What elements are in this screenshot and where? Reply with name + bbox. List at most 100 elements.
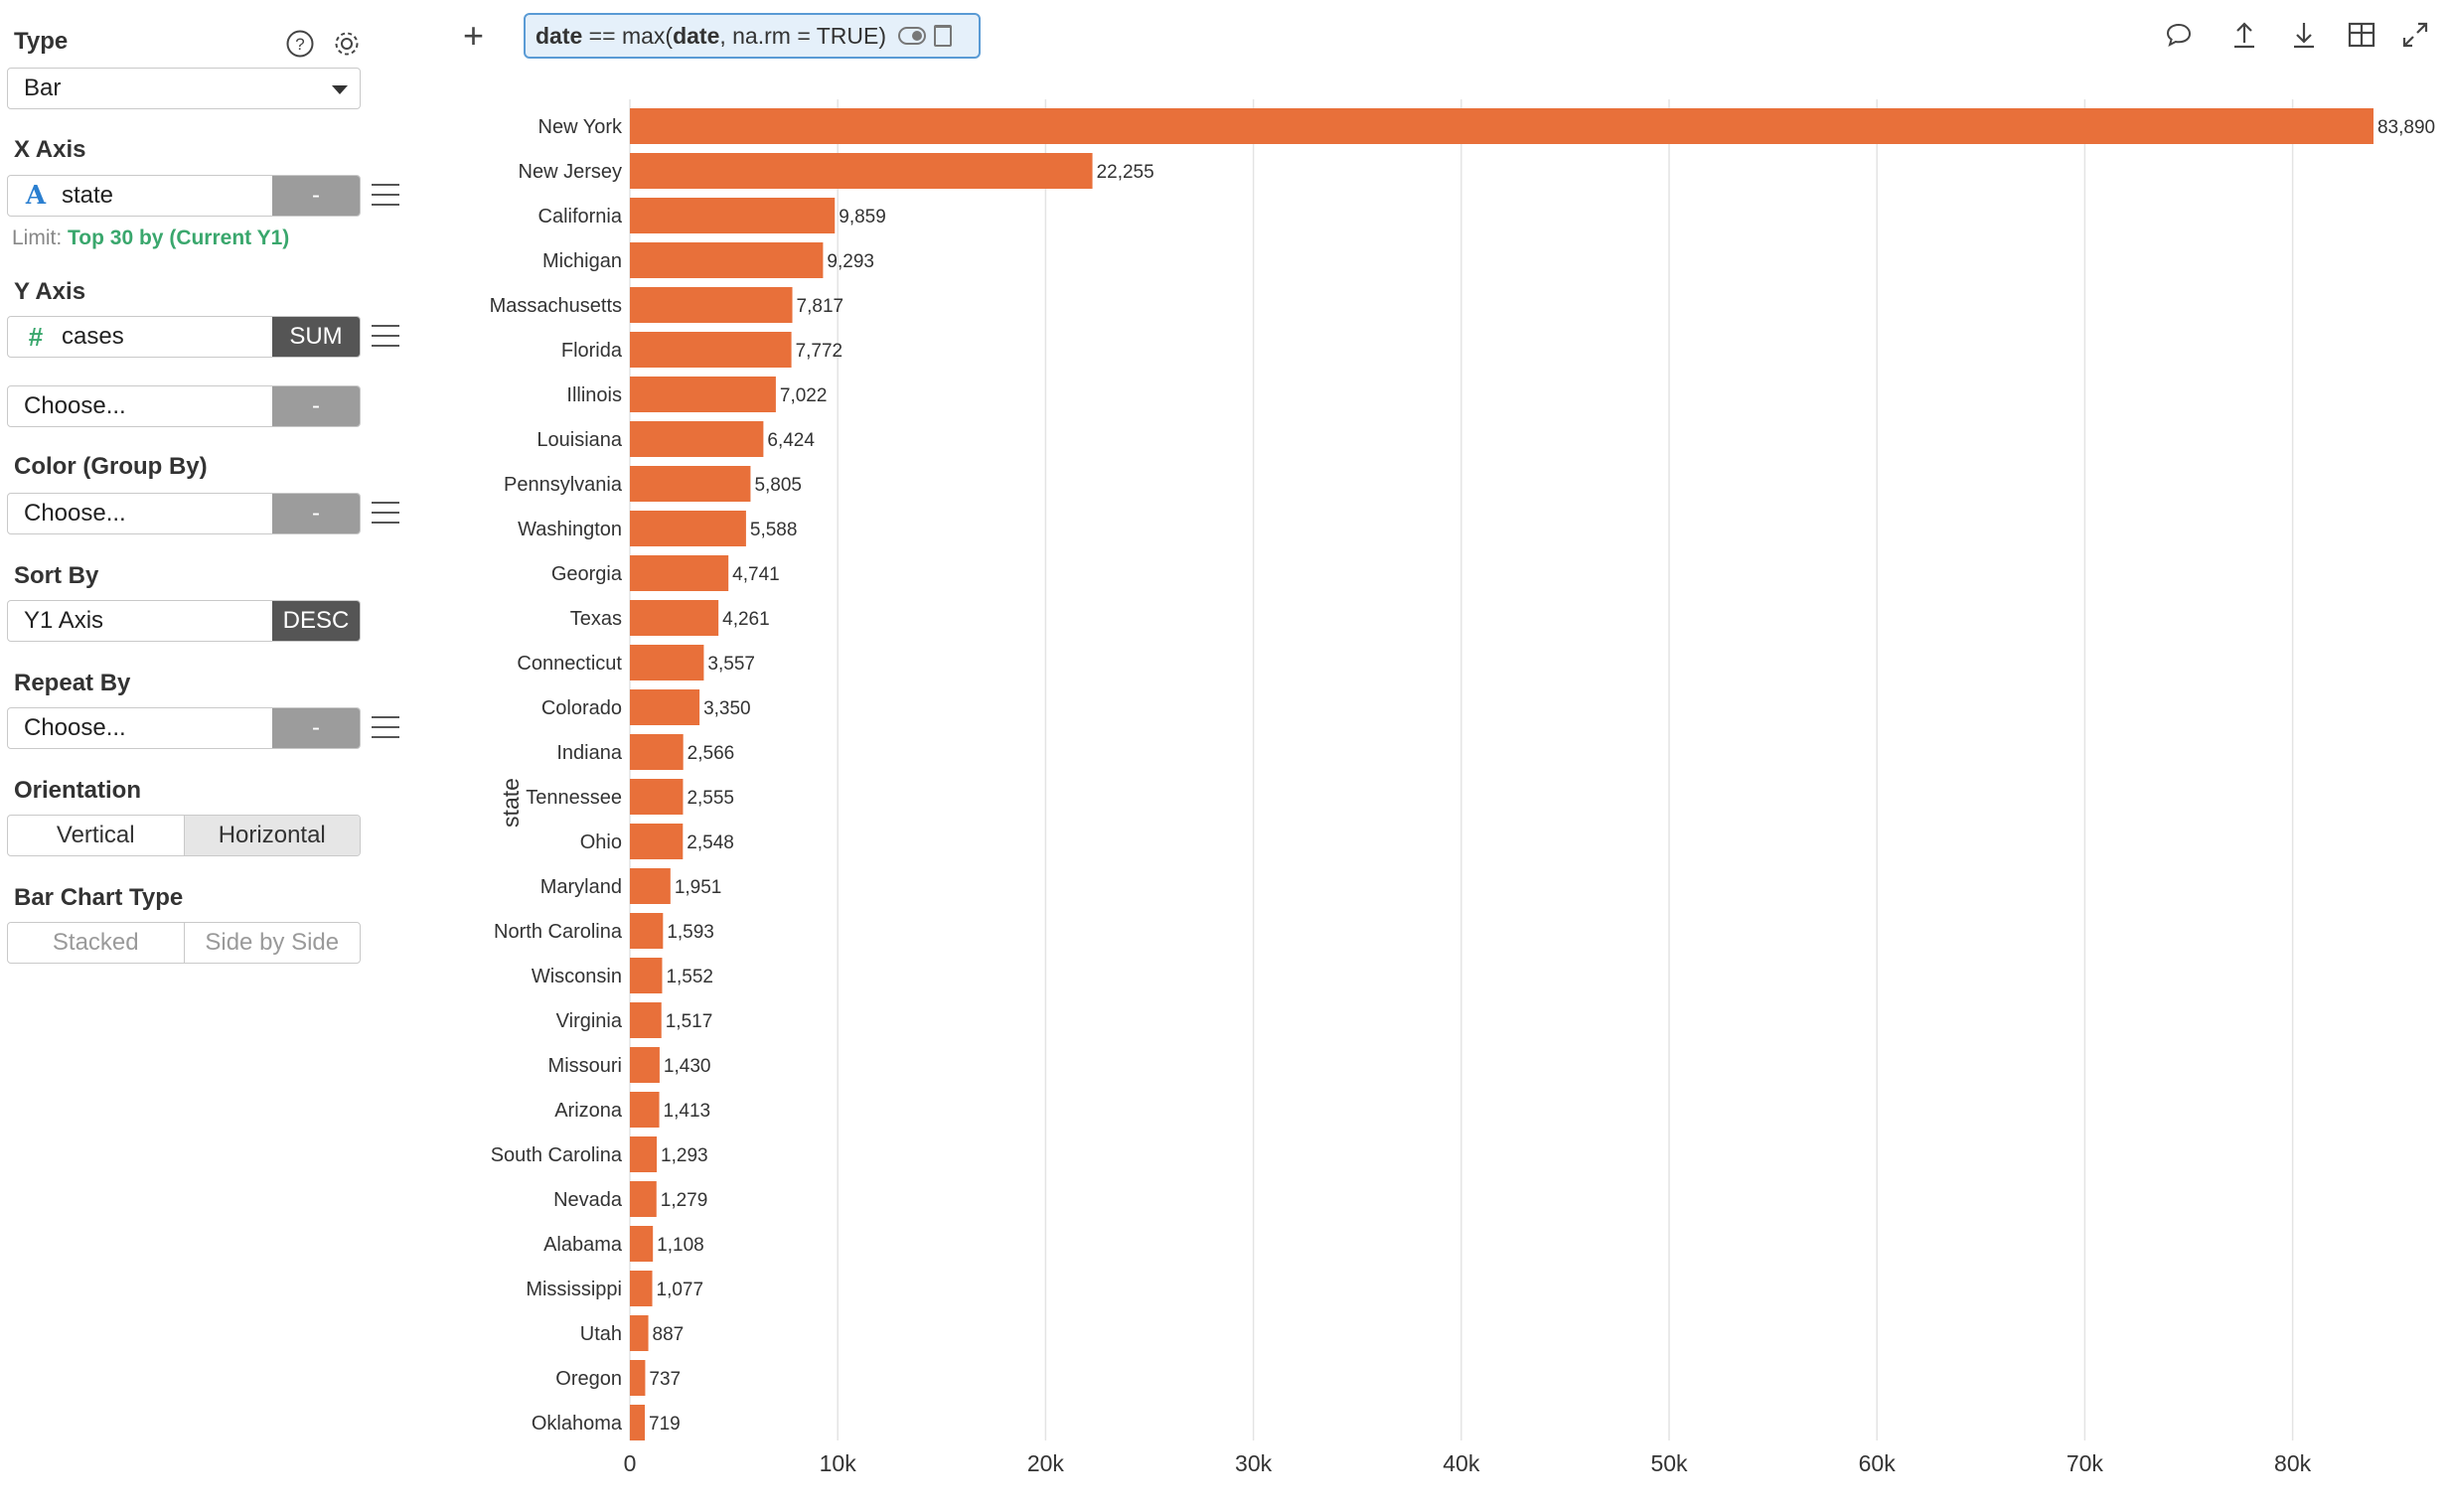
sort-field[interactable]: Y1 Axis DESC [7,600,361,642]
value-label: 1,413 [664,1101,711,1122]
value-label: 1,593 [667,922,714,943]
bar-type-side-by-side-button[interactable]: Side by Side [183,923,361,963]
filter-chip[interactable]: date == max(date, na.rm = TRUE) [524,13,981,59]
text-type-icon: A [25,181,47,211]
download-icon[interactable] [2287,18,2321,52]
y-axis-aggregation-button[interactable]: SUM [272,317,360,357]
y-axis-menu-icon[interactable] [372,325,399,347]
value-label: 2,566 [688,743,735,764]
bar[interactable] [630,1002,662,1038]
bar[interactable] [630,421,764,457]
color-title: Color (Group By) [14,453,208,480]
export-icon[interactable] [2227,18,2261,52]
bar[interactable] [630,287,793,323]
x-tick-label: 20k [1027,1450,1065,1476]
value-label: 3,350 [703,698,751,719]
category-label: Maryland [540,876,622,898]
bar[interactable] [630,1360,646,1396]
bar[interactable] [630,1181,657,1217]
sort-order-button[interactable]: DESC [272,601,360,641]
y2-axis-option-button[interactable]: - [272,386,360,426]
help-icon[interactable]: ? [285,29,315,59]
sort-field-name: Y1 Axis [24,607,104,634]
y-axis-field[interactable]: # cases SUM [7,316,361,358]
add-filter-button[interactable]: + [463,15,485,56]
bar[interactable] [630,1226,654,1262]
bar-type-stacked-button[interactable]: Stacked [52,929,139,956]
category-label: Oklahoma [532,1413,623,1435]
color-option-button[interactable]: - [272,494,360,533]
value-label: 9,859 [839,207,886,227]
bar[interactable] [630,1092,660,1128]
bar[interactable] [630,1047,660,1083]
category-label: North Carolina [494,921,623,943]
x-axis-option-button[interactable]: - [272,176,360,216]
bar[interactable] [630,689,700,725]
type-title: Type [14,28,69,55]
category-label: Illinois [566,384,622,406]
bar[interactable] [630,645,704,680]
bar[interactable] [630,332,792,368]
bar[interactable] [630,511,746,546]
bar[interactable] [630,377,776,412]
bar[interactable] [630,466,751,502]
bar[interactable] [630,242,824,278]
repeat-option-button[interactable]: - [272,708,360,748]
bar[interactable] [630,1271,653,1306]
filter-op: == max( [582,22,674,49]
category-label: Indiana [556,742,622,764]
value-label: 1,293 [661,1145,708,1166]
repeat-choose: Choose... [24,714,126,741]
bar[interactable] [630,734,684,770]
orientation-horizontal-button[interactable]: Horizontal [183,816,360,855]
bar[interactable] [630,555,729,591]
color-field[interactable]: Choose... - [7,493,361,534]
y2-axis-choose: Choose... [24,392,126,419]
trash-icon[interactable] [934,25,952,47]
x-tick-label: 80k [2274,1450,2312,1476]
comment-icon[interactable] [2162,18,2196,52]
table-icon[interactable] [2345,18,2378,52]
repeat-field[interactable]: Choose... - [7,707,361,749]
filter-toggle-icon[interactable] [898,27,926,45]
category-label: Utah [580,1323,622,1345]
bar[interactable] [630,1136,658,1172]
x-tick-label: 0 [624,1450,637,1476]
bar[interactable] [630,913,664,949]
limit-value[interactable]: Top 30 by (Current Y1) [68,227,290,249]
gear-icon[interactable] [332,29,362,59]
bar[interactable] [630,868,671,904]
bar[interactable] [630,198,836,233]
bar[interactable] [630,1315,649,1351]
bar[interactable] [630,1405,646,1440]
bar[interactable] [630,153,1093,189]
color-menu-icon[interactable] [372,502,399,524]
category-label: Wisconsin [532,966,622,987]
category-label: New York [538,116,623,138]
bar[interactable] [630,824,684,859]
category-label: New Jersey [519,161,622,183]
value-label: 2,555 [687,788,734,809]
bar-chart-type-title: Bar Chart Type [14,884,184,911]
bar[interactable] [630,779,684,815]
orientation-vertical-button[interactable]: Vertical [56,822,135,848]
repeat-menu-icon[interactable] [372,716,399,738]
value-label: 4,741 [732,564,780,585]
expand-icon[interactable] [2398,18,2432,52]
category-label: Tennessee [526,787,622,809]
x-axis-menu-icon[interactable] [372,184,399,206]
y2-axis-field[interactable]: Choose... - [7,385,361,427]
value-label: 1,279 [661,1190,708,1211]
x-axis-limit[interactable]: Limit: Top 30 by (Current Y1) [12,227,289,250]
bar[interactable] [630,958,663,993]
filter-field-1: date [536,22,583,49]
chart-type-select[interactable]: Bar [7,68,361,109]
bar[interactable] [630,108,2373,144]
value-label: 1,552 [666,967,713,987]
category-label: Massachusetts [490,295,622,317]
value-label: 9,293 [827,251,874,272]
category-label: Ohio [580,832,622,853]
bar[interactable] [630,600,719,636]
category-label: Colorado [541,697,622,719]
